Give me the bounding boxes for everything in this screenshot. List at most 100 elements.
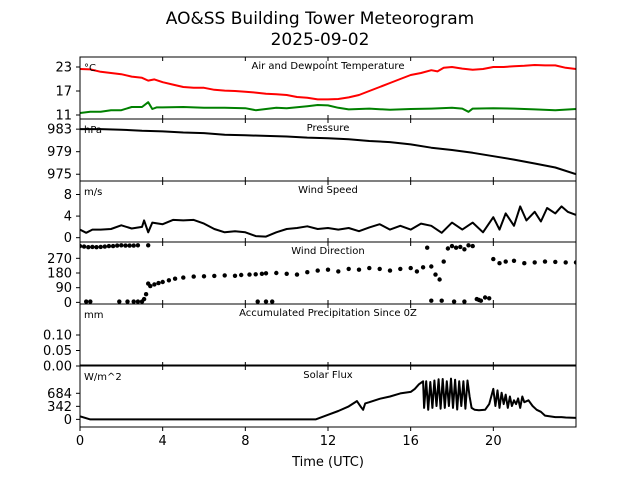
panel-title: Air and Dewpoint Temperature [252, 61, 405, 72]
panel-title: Accumulated Precipitation Since 0Z [239, 308, 417, 319]
y-tick-label: 0.10 [43, 329, 72, 344]
data-point [263, 299, 269, 304]
y-tick-label: 979 [47, 145, 72, 160]
data-point [305, 270, 310, 275]
data-point [110, 243, 116, 249]
chart-title: AO&SS Building Tower Meteorogram [166, 9, 474, 29]
data-point [127, 243, 132, 248]
data-point [135, 243, 141, 248]
data-point [325, 267, 331, 272]
data-point [420, 265, 426, 270]
data-point [131, 243, 136, 248]
data-point [441, 259, 446, 264]
y-tick-label: 90 [55, 281, 72, 296]
data-point [90, 244, 95, 250]
data-point [123, 243, 128, 248]
data-point [553, 259, 558, 265]
series-air-temperature [80, 64, 576, 101]
data-point [146, 243, 151, 248]
data-point [274, 270, 279, 276]
panel-title: Solar Flux [303, 370, 353, 381]
data-point [259, 271, 265, 276]
data-point [160, 279, 165, 285]
data-point [451, 299, 457, 304]
series-line [80, 64, 576, 101]
data-point [497, 261, 502, 266]
data-point [156, 280, 161, 286]
data-point [86, 245, 91, 250]
y-tick-label: 4 [64, 210, 72, 225]
data-point [573, 260, 576, 265]
data-point [247, 272, 252, 277]
unit-label: m/s [84, 187, 102, 198]
unit-label: mm [84, 310, 103, 321]
data-point [143, 292, 149, 297]
x-tick-label: 4 [159, 434, 167, 449]
data-point [270, 299, 275, 304]
data-point [346, 266, 351, 272]
data-point [172, 276, 178, 281]
y-tick-label: 11 [55, 109, 72, 124]
y-tick-label: 983 [47, 123, 72, 138]
panels-group: 23 17 11 Air and Dewpoint Temperature °C 983 9… [43, 56, 577, 428]
data-point [458, 244, 463, 250]
data-point [141, 296, 147, 302]
data-point [433, 272, 438, 277]
data-point [511, 258, 517, 263]
data-point [315, 268, 320, 273]
series-wind-speed [80, 205, 576, 238]
series-line [80, 128, 576, 176]
data-point [255, 299, 260, 304]
x-tick-label: 16 [402, 434, 419, 449]
series-line [80, 101, 576, 114]
data-point [98, 244, 103, 250]
panel-temperature: 23 17 11 Air and Dewpoint Temperature °C [55, 56, 577, 124]
x-axis: 0 4 8 12 16 20 [76, 427, 502, 449]
chart-subtitle: 2025-09-02 [271, 30, 370, 50]
data-point [232, 273, 238, 278]
data-point [542, 259, 548, 264]
data-point [222, 273, 227, 278]
panel-title: Pressure [307, 123, 350, 134]
data-point [462, 247, 467, 252]
data-point [131, 299, 136, 304]
y-tick-label: 270 [47, 252, 72, 267]
data-point [119, 243, 124, 248]
unit-label: W/m^2 [84, 372, 122, 383]
data-point [201, 274, 207, 279]
data-point [336, 269, 341, 274]
data-point [84, 299, 89, 304]
y-tick-label: 0 [64, 231, 72, 246]
data-point [414, 269, 420, 274]
data-point [94, 245, 99, 250]
data-point [106, 243, 112, 249]
data-point [148, 283, 153, 289]
unit-label: °C [84, 63, 96, 74]
data-point [102, 244, 108, 249]
data-point [125, 299, 130, 304]
data-point [398, 266, 403, 272]
data-point [284, 271, 289, 276]
data-point [470, 243, 475, 249]
y-tick-label: 180 [47, 267, 72, 282]
series-wind-direction [80, 243, 576, 304]
series-line [80, 377, 576, 421]
panel-title: Wind Direction [291, 246, 365, 257]
y-tick-label: 23 [55, 61, 72, 76]
data-point [429, 264, 434, 269]
x-tick-label: 20 [485, 434, 502, 449]
y-tick-label: 0 [64, 296, 72, 311]
x-tick-label: 8 [241, 434, 249, 449]
data-point [80, 243, 83, 249]
panel-precipitation: 0.100.050.00 Accumulated Precipitation Si… [43, 303, 577, 375]
data-point [263, 271, 269, 276]
data-point [117, 299, 122, 304]
data-point [212, 273, 217, 279]
data-point [115, 243, 120, 248]
y-tick-label: 0.00 [43, 360, 72, 375]
data-point [482, 295, 488, 300]
